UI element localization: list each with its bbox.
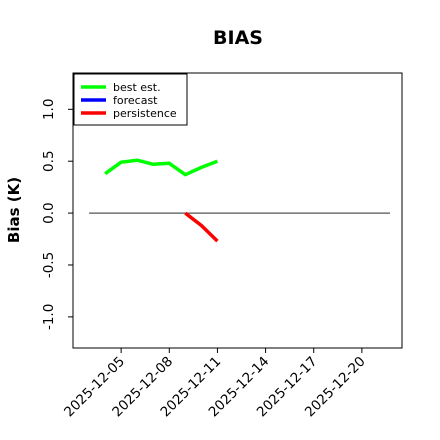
y-tick-label: 0.5 (41, 150, 57, 171)
plot-area-frame (72, 72, 403, 349)
y-tick-label: 0.0 (41, 202, 57, 223)
series-line-persistence (184, 211, 219, 243)
x-axis: 2025-12-052025-12-082025-12-112025-12-14… (61, 348, 369, 420)
y-tick-label: 1.0 (41, 99, 57, 120)
legend-label: best est. (113, 81, 161, 94)
y-axis: -1.0 -0.5 0.0 0.5 1.0 (41, 99, 73, 330)
legend-label: forecast (113, 94, 158, 107)
legend-label: persistence (113, 107, 177, 120)
y-tick-label: -1.0 (41, 304, 57, 330)
series-layer (104, 158, 219, 243)
series-line-best-est (104, 158, 219, 177)
y-tick-label: -0.5 (41, 252, 57, 278)
y-axis-label: Bias (K) (5, 177, 23, 243)
chart-title: BIAS (213, 27, 263, 49)
